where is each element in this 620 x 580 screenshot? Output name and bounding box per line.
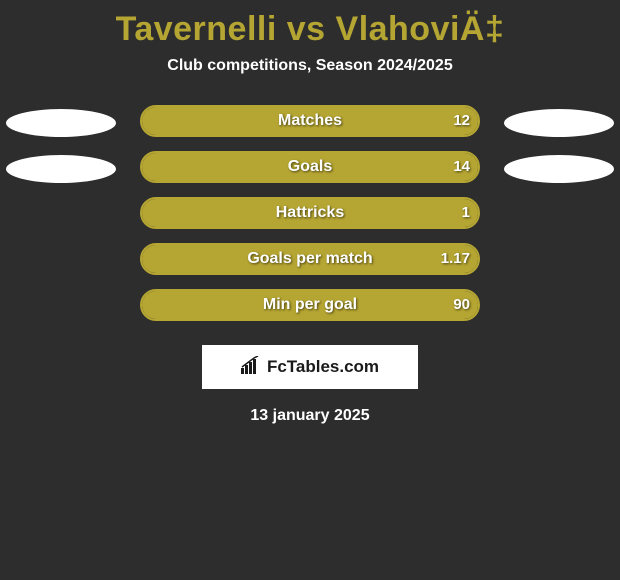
stat-bar-track xyxy=(140,105,480,137)
comparison-rows: Matches12Goals14Hattricks1Goals per matc… xyxy=(0,105,620,335)
stat-bar-track xyxy=(140,197,480,229)
comparison-row: Min per goal90 xyxy=(0,289,620,335)
stat-bar-fill xyxy=(142,199,478,227)
chart-icon xyxy=(241,356,263,379)
stat-bar-fill xyxy=(142,291,478,319)
player-right-marker xyxy=(504,155,614,183)
page-title: Tavernelli vs VlahoviÄ‡ xyxy=(0,4,620,57)
brand-text: FcTables.com xyxy=(267,357,379,377)
comparison-widget: Tavernelli vs VlahoviÄ‡ Club competition… xyxy=(0,0,620,425)
stat-bar-track xyxy=(140,151,480,183)
stat-bar-fill xyxy=(142,153,478,181)
stat-bar-fill xyxy=(142,107,478,135)
player-left-marker xyxy=(6,155,116,183)
brand-badge[interactable]: FcTables.com xyxy=(202,345,418,389)
comparison-row: Hattricks1 xyxy=(0,197,620,243)
stat-bar-track xyxy=(140,289,480,321)
comparison-row: Matches12 xyxy=(0,105,620,151)
player-left-marker xyxy=(6,109,116,137)
snapshot-date: 13 january 2025 xyxy=(0,389,620,425)
stat-bar-track xyxy=(140,243,480,275)
comparison-row: Goals per match1.17 xyxy=(0,243,620,289)
comparison-row: Goals14 xyxy=(0,151,620,197)
page-subtitle: Club competitions, Season 2024/2025 xyxy=(0,57,620,105)
brand-inner: FcTables.com xyxy=(241,356,379,379)
stat-bar-fill xyxy=(142,245,478,273)
player-right-marker xyxy=(504,109,614,137)
